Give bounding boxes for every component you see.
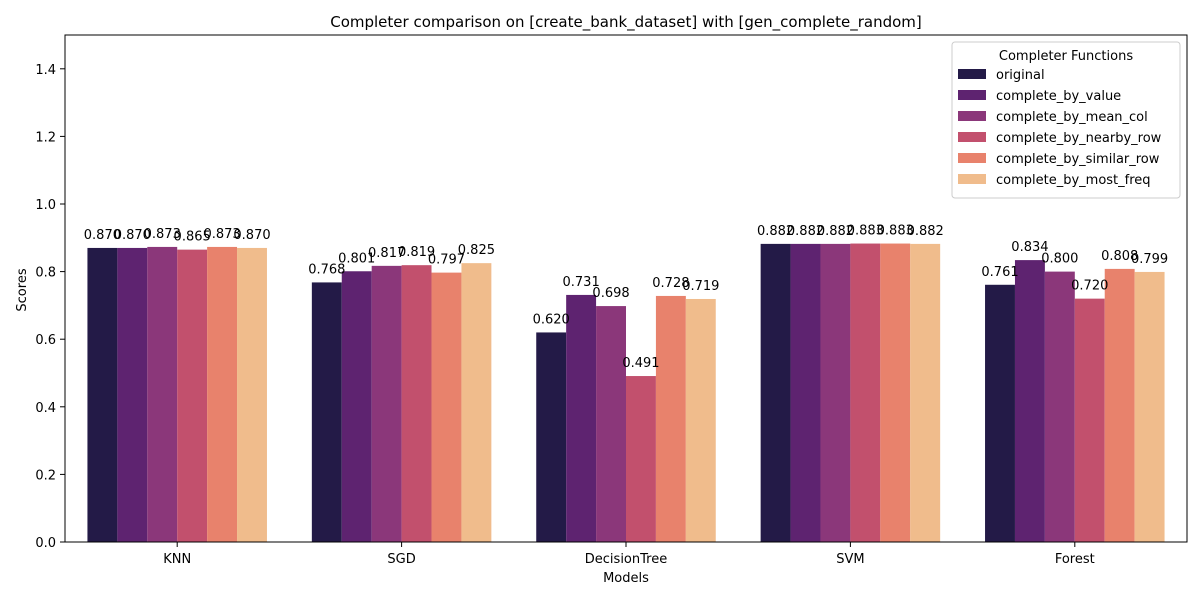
chart-title: Completer comparison on [create_bank_dat… bbox=[330, 13, 922, 32]
legend-label: complete_by_similar_row bbox=[996, 152, 1160, 167]
bar-value-label: 0.620 bbox=[533, 312, 570, 327]
bar-Forest-complete_by_most_freq bbox=[1134, 271, 1165, 542]
bar-SGD-original bbox=[311, 282, 342, 542]
bar-value-label: 0.882 bbox=[817, 224, 854, 239]
bar-KNN-complete_by_similar_row bbox=[207, 246, 238, 542]
bar-DecisionTree-complete_by_mean_col bbox=[596, 306, 626, 542]
bar-KNN-complete_by_mean_col bbox=[147, 246, 178, 542]
bar-value-label: 0.797 bbox=[428, 253, 465, 268]
bar-SGD-complete_by_mean_col bbox=[371, 265, 402, 542]
bar-value-label: 0.817 bbox=[368, 246, 405, 261]
bar-value-label: 0.870 bbox=[114, 228, 151, 243]
bar-SGD-complete_by_nearby_row bbox=[401, 265, 432, 542]
bar-SVM-complete_by_nearby_row bbox=[850, 243, 881, 542]
bar-value-label: 0.731 bbox=[563, 275, 600, 290]
y-tick-label: 0.4 bbox=[35, 401, 56, 416]
bar-value-label: 0.800 bbox=[1041, 252, 1078, 267]
bar-DecisionTree-complete_by_similar_row bbox=[655, 295, 686, 542]
bar-value-label: 0.873 bbox=[144, 227, 181, 242]
x-tick-label: Forest bbox=[1055, 552, 1095, 567]
bar-DecisionTree-complete_by_most_freq bbox=[685, 298, 716, 542]
legend-label: complete_by_mean_col bbox=[996, 110, 1148, 125]
legend-box bbox=[951, 41, 1181, 199]
bar-value-labels: 0.8700.8700.8730.8650.8730.8700.7680.801… bbox=[84, 224, 1168, 371]
y-tick-label: 1.0 bbox=[35, 198, 56, 213]
bar-Forest-complete_by_value bbox=[1014, 260, 1045, 542]
bar-value-label: 0.882 bbox=[757, 224, 794, 239]
bar-value-label: 0.865 bbox=[174, 230, 211, 245]
bar-KNN-complete_by_most_freq bbox=[237, 247, 267, 542]
bar-value-label: 0.883 bbox=[847, 224, 884, 239]
bar-Forest-complete_by_similar_row bbox=[1104, 268, 1135, 542]
legend-label: complete_by_most_freq bbox=[996, 173, 1151, 188]
bar-SGD-complete_by_most_freq bbox=[461, 263, 492, 542]
bar-KNN-complete_by_nearby_row bbox=[177, 249, 208, 542]
bar-SVM-complete_by_value bbox=[790, 243, 821, 542]
bar-Forest-original bbox=[985, 284, 1015, 542]
y-tick-label: 0.2 bbox=[35, 468, 56, 483]
bar-value-label: 0.728 bbox=[652, 276, 689, 291]
bar-DecisionTree-complete_by_nearby_row bbox=[626, 376, 656, 542]
y-tick-label: 0.8 bbox=[35, 266, 56, 281]
legend-title: Completer Functions bbox=[999, 49, 1133, 64]
bar-value-label: 0.491 bbox=[622, 356, 659, 371]
bars-layer bbox=[87, 243, 1165, 542]
bar-value-label: 0.698 bbox=[592, 286, 629, 301]
bar-SVM-complete_by_most_freq bbox=[910, 243, 941, 542]
bar-value-label: 0.883 bbox=[877, 224, 914, 239]
bar-SVM-original bbox=[760, 243, 791, 542]
bar-value-label: 0.870 bbox=[84, 228, 121, 243]
bar-value-label: 0.720 bbox=[1071, 279, 1108, 294]
bar-value-label: 0.882 bbox=[907, 224, 944, 239]
legend-label: complete_by_nearby_row bbox=[996, 131, 1162, 146]
y-axis: 0.0 0.2 0.4 0.6 0.8 1.0 1.2 1.4 bbox=[35, 63, 65, 551]
x-axis-title: Models bbox=[603, 571, 649, 586]
bar-value-label: 0.768 bbox=[308, 262, 345, 277]
bar-DecisionTree-complete_by_value bbox=[566, 294, 597, 542]
bar-DecisionTree-original bbox=[536, 332, 567, 542]
y-axis-title: Scores bbox=[15, 268, 30, 311]
x-tick-label: DecisionTree bbox=[585, 552, 667, 567]
legend-swatch bbox=[958, 174, 986, 184]
legend-label: complete_by_value bbox=[996, 89, 1121, 104]
bar-Forest-complete_by_nearby_row bbox=[1074, 298, 1105, 542]
y-tick-label: 1.2 bbox=[35, 130, 56, 145]
legend: Completer Functions original complete_by_v… bbox=[951, 41, 1181, 199]
x-tick-label: SGD bbox=[387, 552, 415, 567]
bar-KNN-complete_by_value bbox=[117, 247, 148, 542]
y-tick-label: 0.6 bbox=[35, 333, 56, 348]
y-tick-label: 0.0 bbox=[35, 536, 56, 551]
bar-value-label: 0.761 bbox=[981, 265, 1018, 280]
legend-swatch bbox=[958, 132, 986, 142]
bar-SVM-complete_by_similar_row bbox=[880, 243, 911, 542]
bar-value-label: 0.825 bbox=[458, 243, 495, 258]
legend-swatch bbox=[958, 90, 986, 100]
bar-SGD-complete_by_value bbox=[341, 271, 372, 542]
legend-swatch bbox=[958, 111, 986, 121]
y-tick-label: 1.4 bbox=[35, 63, 56, 78]
bar-value-label: 0.801 bbox=[338, 251, 375, 266]
bar-value-label: 0.719 bbox=[682, 279, 719, 294]
bar-Forest-complete_by_mean_col bbox=[1044, 271, 1075, 542]
bar-SVM-complete_by_mean_col bbox=[820, 243, 851, 542]
x-tick-label: KNN bbox=[163, 552, 191, 567]
bar-value-label: 0.808 bbox=[1101, 249, 1138, 264]
bar-value-label: 0.870 bbox=[233, 228, 270, 243]
bar-value-label: 0.799 bbox=[1131, 252, 1168, 267]
bar-value-label: 0.873 bbox=[203, 227, 240, 242]
bar-value-label: 0.882 bbox=[787, 224, 824, 239]
bar-SGD-complete_by_similar_row bbox=[431, 272, 462, 542]
x-tick-label: SVM bbox=[836, 552, 864, 567]
legend-label: original bbox=[996, 68, 1045, 83]
legend-swatch bbox=[958, 69, 986, 79]
bar-value-label: 0.834 bbox=[1011, 240, 1048, 255]
bar-KNN-original bbox=[87, 247, 118, 542]
x-axis: KNN SGD DecisionTree SVM Forest bbox=[163, 542, 1095, 567]
legend-swatch bbox=[958, 153, 986, 163]
bar-value-label: 0.819 bbox=[398, 245, 435, 260]
